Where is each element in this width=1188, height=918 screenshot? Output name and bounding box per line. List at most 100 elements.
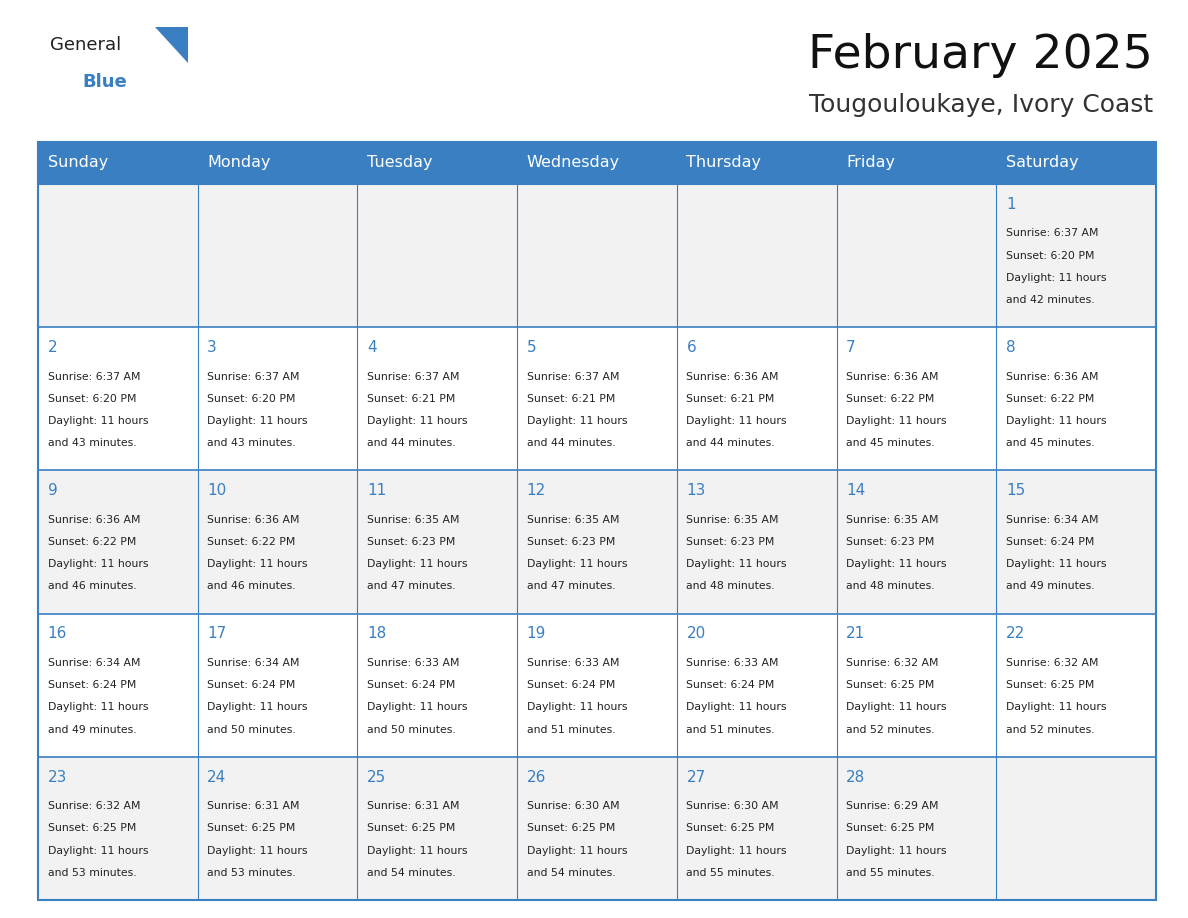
- Text: Daylight: 11 hours: Daylight: 11 hours: [207, 559, 308, 569]
- Bar: [997, 470, 1156, 613]
- Text: Sunrise: 6:33 AM: Sunrise: 6:33 AM: [526, 658, 619, 668]
- Text: and 55 minutes.: and 55 minutes.: [846, 868, 935, 878]
- Text: Sunrise: 6:36 AM: Sunrise: 6:36 AM: [1006, 372, 1099, 382]
- Text: Sunrise: 6:35 AM: Sunrise: 6:35 AM: [846, 515, 939, 525]
- Text: 16: 16: [48, 626, 67, 642]
- Text: 27: 27: [687, 769, 706, 785]
- Text: Daylight: 11 hours: Daylight: 11 hours: [367, 845, 468, 856]
- Text: and 46 minutes.: and 46 minutes.: [207, 581, 296, 591]
- Text: 21: 21: [846, 626, 865, 642]
- Text: 14: 14: [846, 483, 865, 498]
- Text: Sunrise: 6:37 AM: Sunrise: 6:37 AM: [526, 372, 619, 382]
- Text: 25: 25: [367, 769, 386, 785]
- Text: Tuesday: Tuesday: [367, 155, 432, 171]
- Text: Sunset: 6:25 PM: Sunset: 6:25 PM: [1006, 680, 1094, 690]
- Text: Sunset: 6:24 PM: Sunset: 6:24 PM: [1006, 537, 1094, 547]
- Text: Daylight: 11 hours: Daylight: 11 hours: [526, 416, 627, 426]
- Text: 5: 5: [526, 340, 536, 355]
- Text: and 52 minutes.: and 52 minutes.: [846, 724, 935, 734]
- Text: Daylight: 11 hours: Daylight: 11 hours: [846, 845, 947, 856]
- Bar: [38, 184, 197, 327]
- Text: Sunset: 6:24 PM: Sunset: 6:24 PM: [526, 680, 615, 690]
- Text: Sunset: 6:21 PM: Sunset: 6:21 PM: [526, 394, 615, 404]
- Text: 4: 4: [367, 340, 377, 355]
- Bar: [197, 756, 358, 900]
- Text: Daylight: 11 hours: Daylight: 11 hours: [687, 702, 786, 712]
- Text: 11: 11: [367, 483, 386, 498]
- Bar: [677, 470, 836, 613]
- Text: 12: 12: [526, 483, 546, 498]
- Text: Sunset: 6:25 PM: Sunset: 6:25 PM: [367, 823, 455, 834]
- Text: Daylight: 11 hours: Daylight: 11 hours: [48, 416, 148, 426]
- Text: Sunrise: 6:36 AM: Sunrise: 6:36 AM: [846, 372, 939, 382]
- Text: Blue: Blue: [82, 73, 127, 91]
- Text: Sunset: 6:25 PM: Sunset: 6:25 PM: [846, 823, 935, 834]
- Text: 7: 7: [846, 340, 855, 355]
- Text: and 48 minutes.: and 48 minutes.: [687, 581, 775, 591]
- Text: Sunset: 6:21 PM: Sunset: 6:21 PM: [687, 394, 775, 404]
- Text: and 48 minutes.: and 48 minutes.: [846, 581, 935, 591]
- Text: 24: 24: [207, 769, 227, 785]
- Text: Sunrise: 6:35 AM: Sunrise: 6:35 AM: [367, 515, 460, 525]
- Text: Sunset: 6:20 PM: Sunset: 6:20 PM: [207, 394, 296, 404]
- Bar: [997, 613, 1156, 756]
- Text: Daylight: 11 hours: Daylight: 11 hours: [687, 845, 786, 856]
- Text: and 45 minutes.: and 45 minutes.: [1006, 438, 1094, 448]
- Bar: [517, 756, 677, 900]
- Bar: [836, 184, 997, 327]
- Bar: [358, 184, 517, 327]
- Text: Sunset: 6:24 PM: Sunset: 6:24 PM: [687, 680, 775, 690]
- Text: Sunset: 6:24 PM: Sunset: 6:24 PM: [367, 680, 455, 690]
- Bar: [517, 327, 677, 470]
- Bar: [38, 756, 197, 900]
- Text: Daylight: 11 hours: Daylight: 11 hours: [207, 416, 308, 426]
- Text: Sunrise: 6:34 AM: Sunrise: 6:34 AM: [1006, 515, 1099, 525]
- Text: Daylight: 11 hours: Daylight: 11 hours: [687, 559, 786, 569]
- Bar: [358, 470, 517, 613]
- Text: Daylight: 11 hours: Daylight: 11 hours: [846, 416, 947, 426]
- Text: Sunset: 6:22 PM: Sunset: 6:22 PM: [1006, 394, 1094, 404]
- Bar: [517, 470, 677, 613]
- Text: Sunrise: 6:30 AM: Sunrise: 6:30 AM: [687, 801, 779, 812]
- Text: 8: 8: [1006, 340, 1016, 355]
- Text: Daylight: 11 hours: Daylight: 11 hours: [48, 702, 148, 712]
- Text: Sunrise: 6:37 AM: Sunrise: 6:37 AM: [48, 372, 140, 382]
- Bar: [836, 470, 997, 613]
- Text: and 52 minutes.: and 52 minutes.: [1006, 724, 1094, 734]
- Text: Sunrise: 6:34 AM: Sunrise: 6:34 AM: [48, 658, 140, 668]
- Text: Sunrise: 6:34 AM: Sunrise: 6:34 AM: [207, 658, 299, 668]
- Text: 9: 9: [48, 483, 57, 498]
- Text: Sunrise: 6:35 AM: Sunrise: 6:35 AM: [687, 515, 779, 525]
- Text: Sunset: 6:23 PM: Sunset: 6:23 PM: [526, 537, 615, 547]
- Text: General: General: [50, 36, 121, 54]
- Text: Daylight: 11 hours: Daylight: 11 hours: [1006, 273, 1106, 283]
- Text: and 50 minutes.: and 50 minutes.: [367, 724, 456, 734]
- Text: Thursday: Thursday: [687, 155, 762, 171]
- Bar: [677, 184, 836, 327]
- Text: February 2025: February 2025: [808, 32, 1154, 77]
- Bar: [358, 756, 517, 900]
- Text: and 51 minutes.: and 51 minutes.: [687, 724, 775, 734]
- Text: Sunrise: 6:32 AM: Sunrise: 6:32 AM: [1006, 658, 1099, 668]
- Text: Sunrise: 6:33 AM: Sunrise: 6:33 AM: [687, 658, 779, 668]
- Text: Sunrise: 6:32 AM: Sunrise: 6:32 AM: [48, 801, 140, 812]
- Bar: [38, 142, 1156, 184]
- Text: Sunrise: 6:35 AM: Sunrise: 6:35 AM: [526, 515, 619, 525]
- Text: Daylight: 11 hours: Daylight: 11 hours: [846, 559, 947, 569]
- Text: Sunrise: 6:33 AM: Sunrise: 6:33 AM: [367, 658, 460, 668]
- Text: Daylight: 11 hours: Daylight: 11 hours: [207, 845, 308, 856]
- Text: Sunrise: 6:36 AM: Sunrise: 6:36 AM: [48, 515, 140, 525]
- Bar: [38, 470, 197, 613]
- Bar: [677, 613, 836, 756]
- Text: 13: 13: [687, 483, 706, 498]
- Text: 1: 1: [1006, 196, 1016, 212]
- Text: Sunrise: 6:36 AM: Sunrise: 6:36 AM: [207, 515, 299, 525]
- Text: Sunset: 6:25 PM: Sunset: 6:25 PM: [526, 823, 615, 834]
- Text: Daylight: 11 hours: Daylight: 11 hours: [526, 702, 627, 712]
- Text: Daylight: 11 hours: Daylight: 11 hours: [367, 702, 468, 712]
- Text: 2: 2: [48, 340, 57, 355]
- Text: Sunrise: 6:36 AM: Sunrise: 6:36 AM: [687, 372, 779, 382]
- Bar: [197, 470, 358, 613]
- Text: Wednesday: Wednesday: [526, 155, 620, 171]
- Text: and 51 minutes.: and 51 minutes.: [526, 724, 615, 734]
